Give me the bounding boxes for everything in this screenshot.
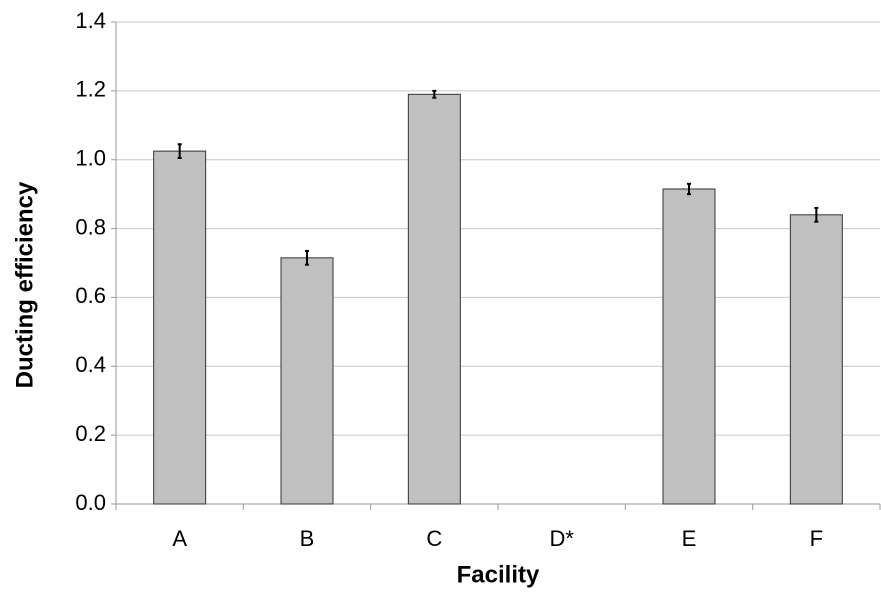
y-tick-label: 0.2 xyxy=(75,421,106,446)
bar xyxy=(407,93,461,505)
y-tick-label: 1.0 xyxy=(75,146,106,171)
y-tick-label: 0.0 xyxy=(75,490,106,515)
bar xyxy=(789,214,843,505)
x-tick-label: C xyxy=(426,526,442,551)
bar xyxy=(153,150,207,505)
bar xyxy=(280,257,334,505)
y-tick-label: 0.6 xyxy=(75,283,106,308)
y-tick-label: 1.4 xyxy=(75,8,106,33)
y-axis-title: Ducting efficiency xyxy=(11,181,38,388)
error-bar xyxy=(814,206,819,223)
x-tick-label: F xyxy=(810,526,823,551)
x-tick-label: E xyxy=(682,526,697,551)
x-axis-title: Facility xyxy=(457,561,540,588)
y-tick-label: 0.8 xyxy=(75,214,106,239)
error-bar xyxy=(305,249,309,266)
x-tick-label: B xyxy=(300,526,315,551)
error-bar xyxy=(177,143,182,159)
bar xyxy=(662,188,716,505)
y-tick-label: 0.4 xyxy=(75,352,106,377)
x-tick-label: D* xyxy=(549,526,574,551)
error-bar xyxy=(687,182,691,196)
error-bar xyxy=(432,89,437,99)
x-tick-label: A xyxy=(172,526,187,551)
y-tick-label: 1.2 xyxy=(75,77,106,102)
